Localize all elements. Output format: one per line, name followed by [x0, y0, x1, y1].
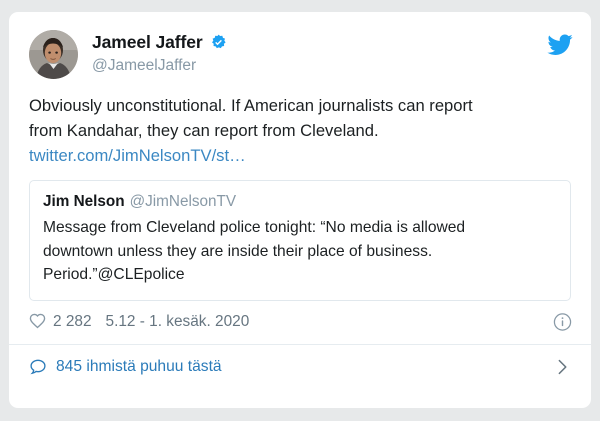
tweet-card[interactable]: Jameel Jaffer @JameelJaffer Obviously un…	[9, 12, 591, 408]
display-name[interactable]: Jameel Jaffer	[92, 32, 203, 52]
heart-icon[interactable]	[29, 313, 46, 330]
quoted-display-name: Jim Nelson	[43, 193, 125, 210]
quoted-tweet-text: Message from Cleveland police tonight: “…	[43, 216, 557, 287]
quoted-text-line-2: downtown unless they are inside their pl…	[43, 242, 433, 260]
speech-bubble-icon	[29, 358, 47, 376]
chevron-right-icon[interactable]	[553, 358, 571, 376]
verified-badge-icon	[210, 34, 227, 51]
quoted-text-line-3: Period.”@CLEpolice	[43, 266, 185, 283]
twitter-bird-icon[interactable]	[547, 32, 573, 58]
like-count: 2 282	[53, 312, 92, 330]
tweet-link[interactable]: twitter.com/JimNelsonTV/st…	[29, 146, 246, 165]
name-row: Jameel Jaffer	[92, 31, 227, 53]
quoted-tweet-header: Jim Nelson @JimNelsonTV	[43, 192, 557, 212]
footer-divider	[9, 343, 591, 345]
tweet-header: Jameel Jaffer @JameelJaffer	[9, 12, 591, 79]
avatar[interactable]	[29, 30, 78, 79]
user-handle[interactable]: @JameelJaffer	[92, 57, 197, 74]
user-avatar-photo	[29, 30, 78, 79]
tweet-text-line-1: Obviously unconstitutional. If American …	[29, 96, 473, 115]
footer-label: 845 ihmistä puhuu tästä	[56, 357, 222, 375]
tweet-meta-row: 2 282 5.12 - 1. kesäk. 2020	[9, 301, 591, 344]
identity-block: Jameel Jaffer @JameelJaffer	[92, 30, 227, 76]
info-circle-icon[interactable]	[553, 313, 572, 332]
tweet-footer[interactable]: 845 ihmistä puhuu tästä	[9, 345, 591, 389]
tweet-text: Obviously unconstitutional. If American …	[9, 79, 591, 168]
quoted-tweet[interactable]: Jim Nelson @JimNelsonTV Message from Clev…	[29, 180, 571, 301]
quoted-text-line-1: Message from Cleveland police tonight: “…	[43, 219, 466, 236]
quoted-handle: @JimNelsonTV	[129, 193, 237, 210]
tweet-text-line-2: from Kandahar, they can report from Clev…	[29, 121, 379, 140]
tweet-timestamp[interactable]: 5.12 - 1. kesäk. 2020	[105, 312, 250, 330]
